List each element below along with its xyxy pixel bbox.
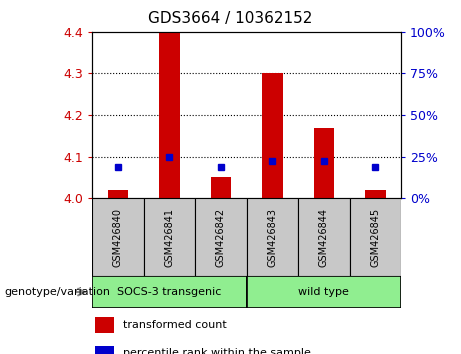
Text: percentile rank within the sample: percentile rank within the sample — [123, 348, 311, 354]
Bar — [92, 198, 144, 276]
Bar — [195, 198, 247, 276]
Bar — [262, 74, 283, 198]
Text: GSM426840: GSM426840 — [113, 208, 123, 267]
Bar — [95, 317, 114, 333]
Text: wild type: wild type — [298, 287, 349, 297]
Text: GDS3664 / 10362152: GDS3664 / 10362152 — [148, 11, 313, 25]
Text: transformed count: transformed count — [123, 320, 227, 330]
Bar — [211, 177, 231, 198]
Text: GSM426842: GSM426842 — [216, 207, 226, 267]
Bar — [247, 276, 401, 308]
Text: genotype/variation: genotype/variation — [5, 287, 111, 297]
Bar — [107, 190, 128, 198]
Bar — [144, 198, 195, 276]
Bar — [92, 276, 247, 308]
Bar — [247, 198, 298, 276]
Bar — [365, 190, 385, 198]
Text: GSM426841: GSM426841 — [165, 208, 174, 267]
Text: SOCS-3 transgenic: SOCS-3 transgenic — [117, 287, 222, 297]
Text: GSM426843: GSM426843 — [267, 208, 278, 267]
Text: GSM426844: GSM426844 — [319, 208, 329, 267]
Bar — [298, 198, 349, 276]
Bar — [313, 127, 334, 198]
Bar — [95, 346, 114, 354]
Text: GSM426845: GSM426845 — [370, 207, 380, 267]
Bar — [349, 198, 401, 276]
Bar — [159, 32, 180, 198]
